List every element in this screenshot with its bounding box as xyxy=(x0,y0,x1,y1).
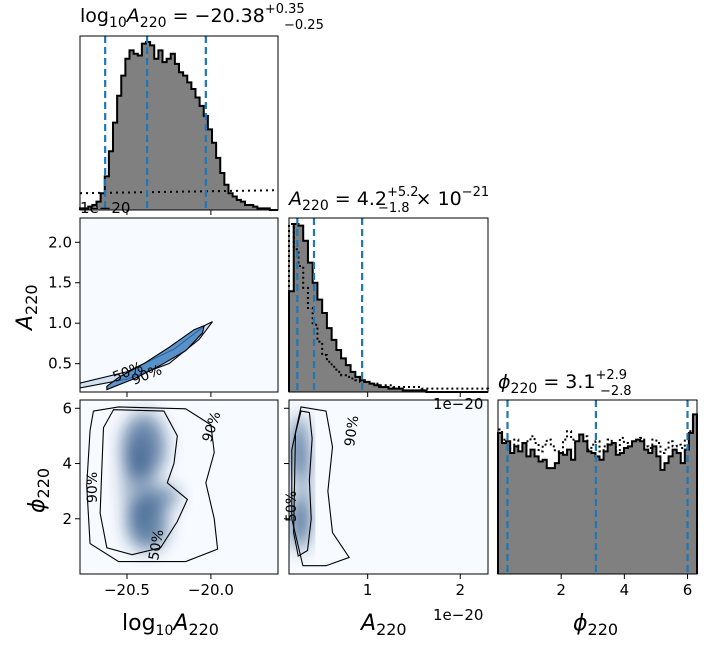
xlabel-logA: log10A220 xyxy=(122,611,219,639)
contour-50-A-phi xyxy=(293,410,313,557)
contour-50-logA-phi xyxy=(99,409,189,556)
axis-ticks: −20.5 −20.0 1 2 2 4 6 0.5 1.0 1.5 2.0 2 4 6 xyxy=(48,210,692,599)
x-A-ticklabel-1: 2 xyxy=(455,581,465,599)
density-logA-phi xyxy=(120,411,181,552)
title-phi: ϕ220 = 3.1+2.9 −2.8 xyxy=(498,368,632,399)
y-A-ticklabel-1: 1.0 xyxy=(48,314,72,332)
hist-A-bars xyxy=(288,223,488,393)
contour-label-90-left-logA-phi: 90% xyxy=(85,472,101,503)
x-phi-ticklabel-0: 2 xyxy=(556,581,566,599)
density-blob-A-phi-core-2 xyxy=(297,454,309,517)
x-A-ticklabel-0: 1 xyxy=(363,581,373,599)
offset-text-hist-A: 1e−20 xyxy=(433,395,483,413)
x-logA-ticklabel-0: −20.5 xyxy=(104,581,150,599)
hist-phi-panel xyxy=(497,400,698,574)
hist-logA-bars xyxy=(79,41,278,211)
xlabel-A: A220 xyxy=(359,611,407,639)
hist-logA-panel xyxy=(79,36,279,211)
contour-label-90-A-phi: 90% xyxy=(342,415,362,448)
panel-frame-phi xyxy=(497,399,698,575)
density-blob-logA-phi-core-3 xyxy=(124,451,146,514)
offset-text-xaxis-A: 1e−20 xyxy=(433,606,483,624)
y-phi-ticklabel-0: 2 xyxy=(62,510,72,528)
title-A: A220 = 4.2+5.2 −1.8 × 10−21 xyxy=(287,185,489,216)
contour-label-50-logA-phi: 50% xyxy=(146,528,167,561)
y-A-ticklabel-3: 2.0 xyxy=(48,233,72,251)
prior-hist-phi xyxy=(497,428,698,574)
panel-logA-phi-bg xyxy=(80,400,278,574)
xlabel-phi: ϕ220 xyxy=(573,611,618,639)
prior-hist-A xyxy=(288,223,489,392)
hist-A-panel xyxy=(288,218,489,393)
offset-text-hist-logA: 1e−20 xyxy=(80,199,130,217)
contours-logA-A xyxy=(80,321,213,391)
panel-frame-logA-A xyxy=(79,217,279,393)
panel-frame-A-phi xyxy=(288,399,489,575)
contour-50-logA-A xyxy=(106,324,205,391)
ylabel-A: A220 xyxy=(13,284,41,332)
y-phi-ticklabel-1: 4 xyxy=(62,455,72,473)
panel-frame-logA xyxy=(79,35,279,211)
contour-90-logA-phi xyxy=(86,406,219,563)
panel-frame-A xyxy=(288,217,489,393)
panel-A-phi-bg xyxy=(289,400,488,574)
panel-frame-logA-phi xyxy=(79,399,279,575)
ylabel-phi: ϕ220 xyxy=(25,468,53,513)
x-phi-ticklabel-1: 4 xyxy=(620,581,630,599)
panel-logA-A-bg xyxy=(80,218,278,392)
contours-logA-phi xyxy=(86,406,219,563)
x-phi-ticklabel-2: 6 xyxy=(683,581,693,599)
density-blob-logA-phi-core-2 xyxy=(146,487,175,507)
contours-A-phi xyxy=(291,406,351,567)
y-A-ticklabel-0: 0.5 xyxy=(48,355,72,373)
x-logA-ticklabel-1: −20.0 xyxy=(188,581,234,599)
contour-90-A-phi xyxy=(291,406,351,567)
title-logA: log10A220 = −20.38+0.35 −0.25 xyxy=(80,2,324,33)
density-A-phi xyxy=(289,413,312,552)
y-phi-ticklabel-2: 6 xyxy=(62,399,72,417)
contour-label-50-A-phi: 50% xyxy=(284,491,300,522)
hist-phi-bars xyxy=(497,413,698,574)
y-A-ticklabel-2: 1.5 xyxy=(48,274,72,292)
